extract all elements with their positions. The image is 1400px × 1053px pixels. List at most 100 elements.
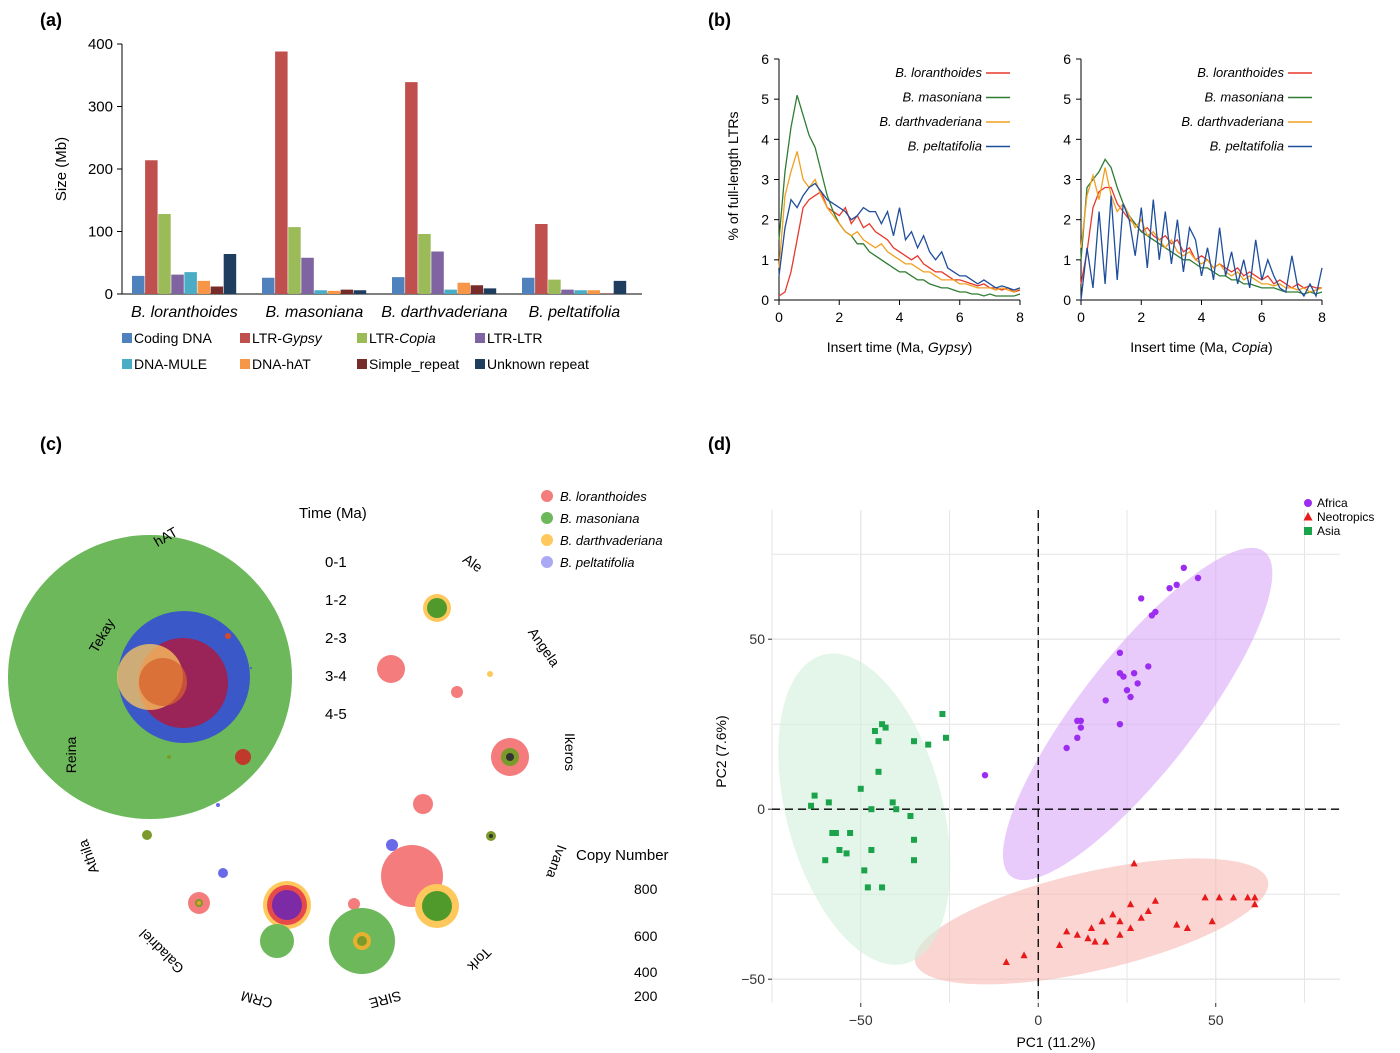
family-label: Galadriel: [136, 926, 187, 977]
data-point: [829, 830, 836, 836]
data-point: [1173, 920, 1181, 928]
data-point: [1102, 937, 1110, 945]
legend-swatch: [122, 333, 132, 343]
family-label: Ale: [460, 551, 486, 576]
legend-label: B. loranthoides: [560, 489, 647, 504]
data-point: [1215, 893, 1223, 901]
legend-label: B. peltatifolia: [560, 555, 634, 570]
legend-marker: [1304, 499, 1312, 507]
y-tick-label: 5: [761, 91, 769, 107]
data-point: [1109, 910, 1117, 918]
legend-label: Neotropics: [1317, 510, 1374, 524]
x-tick-label: 0: [1077, 309, 1085, 325]
series-line: [1080, 195, 1323, 301]
legend-label: Unknown repeat: [487, 356, 589, 372]
bar: [561, 289, 574, 294]
bar: [392, 277, 405, 294]
bar: [418, 234, 431, 294]
bar: [483, 288, 497, 294]
y-tick-label: 0: [105, 286, 113, 303]
data-point: [861, 867, 868, 874]
category-label: B. loranthoides: [131, 304, 238, 321]
category-label: B. peltatifolia: [529, 304, 621, 321]
bar: [587, 290, 600, 294]
data-point: [879, 721, 886, 728]
y-tick-label: 6: [761, 51, 769, 67]
family-label: Angela: [525, 625, 563, 670]
data-point: [882, 724, 889, 731]
data-point: [825, 799, 832, 806]
legend-label: LTR-Copia: [369, 330, 436, 346]
data-point: [1084, 934, 1092, 942]
text-span: Gypsy: [282, 330, 323, 346]
data-point: [1055, 941, 1064, 948]
bubble: [377, 655, 405, 683]
bar: [600, 293, 614, 294]
data-point: [942, 734, 949, 741]
time-label: 3-4: [325, 668, 347, 685]
data-point: [843, 850, 850, 857]
legend-label: Asia: [1317, 524, 1341, 538]
y-tick-label: 100: [88, 224, 113, 241]
bubble: [272, 890, 302, 920]
text-span: Gypsy: [928, 339, 969, 355]
text-span: LTR-LTR: [487, 330, 542, 346]
confidence-ellipse: [1002, 547, 1273, 881]
family-label: Ikeros: [562, 733, 578, 771]
data-point: [1229, 893, 1238, 901]
legend-dot: [541, 534, 553, 546]
data-point: [875, 768, 882, 775]
data-point: [939, 711, 946, 717]
bar: [197, 280, 210, 294]
x-tick-label: 4: [1198, 309, 1206, 325]
x-axis-label: PC1 (11.2%): [1016, 1034, 1095, 1050]
data-point: [875, 738, 882, 745]
bar: [314, 290, 327, 294]
legend-label: Simple_repeat: [369, 356, 459, 372]
data-point: [1173, 581, 1180, 588]
legend-label: LTR-LTR: [487, 330, 542, 346]
family-label: Ivana: [543, 843, 570, 881]
x-tick-label: 8: [1318, 309, 1326, 325]
y-tick-label: 50: [749, 631, 765, 647]
legend-marker: [1304, 527, 1312, 535]
data-point: [889, 799, 896, 806]
bar: [548, 279, 561, 294]
data-point: [857, 785, 864, 792]
y-tick-label: −50: [741, 971, 765, 987]
bar: [470, 285, 484, 294]
y-tick-label: 3: [761, 172, 769, 188]
time-label: 0-1: [325, 554, 347, 571]
y-tick-label: 2: [761, 212, 769, 228]
y-axis-label: Size (Mb): [53, 137, 70, 201]
data-point: [1074, 734, 1081, 741]
y-tick-label: 2: [1063, 212, 1071, 228]
data-point: [1063, 927, 1071, 935]
text-span: Copia: [399, 330, 436, 346]
data-point: [832, 830, 839, 836]
y-tick-label: 0: [1063, 292, 1071, 308]
data-point: [1208, 917, 1216, 925]
data-point: [811, 792, 818, 799]
legend-dot: [541, 490, 553, 502]
text-span: DNA-MULE: [134, 356, 207, 372]
bubble: [218, 868, 228, 878]
x-tick-label: 0: [1034, 1012, 1042, 1028]
legend-swatch: [357, 359, 367, 369]
text-span: ): [968, 339, 973, 355]
legend-label: B. darthvaderiana: [879, 114, 982, 129]
text-span: Copia: [1231, 339, 1268, 355]
data-point: [893, 806, 900, 813]
data-point: [1020, 951, 1028, 959]
data-point: [1116, 931, 1124, 938]
y-tick-label: 400: [88, 36, 113, 53]
data-point: [1098, 917, 1106, 925]
bubble: [506, 753, 514, 761]
bubble: [235, 749, 251, 765]
y-tick-label: 6: [1063, 51, 1071, 67]
bubble: [487, 671, 493, 677]
bubble: [348, 898, 360, 910]
y-axis-label: PC2 (7.6%): [713, 715, 729, 787]
data-point: [1073, 931, 1081, 938]
data-point: [1251, 900, 1259, 908]
